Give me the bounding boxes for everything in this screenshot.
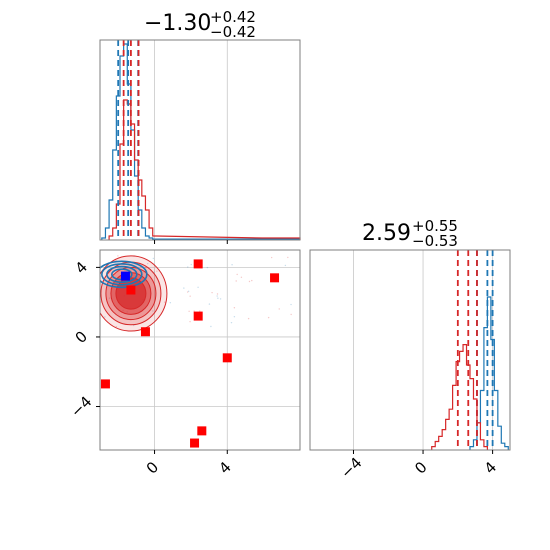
joint-sample-dot (219, 298, 222, 300)
joint-ytick-label-1: 0 (72, 328, 91, 347)
joint-sample-dot (189, 295, 191, 297)
joint-ytick-label-0: 4 (72, 258, 91, 277)
joint-sample-dot (216, 293, 219, 295)
joint-sample-dot (152, 310, 154, 312)
joint-sample-dot (251, 279, 253, 282)
joint-sample-dot (164, 301, 166, 303)
top-marginal-title: −1.30 (144, 11, 211, 36)
blue-density-contour-0 (100, 260, 148, 289)
right-xtick-label-1: 0 (411, 458, 430, 477)
joint-sample-dot (248, 280, 251, 283)
red-square-marker-2 (193, 311, 203, 321)
joint-plot-area (100, 250, 300, 450)
joint-sample-dot (270, 256, 273, 259)
joint-xtick-label-0: 0 (143, 458, 162, 477)
joint-sample-dot (211, 291, 213, 294)
top-title-value: −1.30 (144, 11, 211, 36)
red-square-marker-6 (197, 426, 207, 436)
right-histogram-series-1 (431, 344, 488, 450)
joint-sample-dot (217, 297, 219, 299)
joint-sample-dot (193, 310, 195, 312)
joint-sample-dot (231, 264, 233, 266)
joint-sample-dot (126, 311, 128, 313)
joint-sample-dot (267, 316, 270, 319)
joint-sample-dot (235, 280, 237, 282)
joint-sample-dot (233, 307, 236, 309)
red-square-marker-5 (100, 379, 110, 389)
joint-ytick-label-2: −4 (67, 393, 95, 421)
joint-sample-dot (208, 303, 211, 305)
right-panel-frame (309, 249, 511, 451)
joint-sample-dot (240, 276, 243, 278)
joint-sample-dot (152, 257, 155, 260)
right-xtick-label-2: 4 (481, 458, 500, 477)
top-title-minus: −0.42 (210, 23, 256, 41)
joint-sample-dot (145, 266, 147, 269)
joint-sample-dot (183, 287, 185, 289)
joint-sample-dot (189, 320, 191, 323)
red-square-marker-3 (140, 327, 150, 337)
joint-sample-dot (290, 303, 292, 306)
red-square-marker-8 (126, 285, 136, 295)
joint-sample-dot (122, 309, 124, 312)
joint-sample-dot (186, 291, 189, 293)
joint-sample-dot (247, 317, 250, 320)
joint-sample-dot (156, 270, 158, 272)
joint-panel-frame (99, 249, 301, 451)
marginal-histogram-y: −4 0 4 (309, 249, 511, 482)
top-histogram-series-0 (101, 43, 154, 240)
right-title-plus: +0.55 (412, 217, 458, 235)
right-marginal-title: 2.59 (362, 221, 411, 246)
red-square-marker-1 (270, 273, 280, 283)
blue-density-contour-1 (101, 263, 143, 286)
joint-sample-dot (233, 316, 236, 318)
top-title-plus: +0.42 (210, 8, 256, 26)
joint-sample-dot (287, 256, 289, 259)
right-title-value: 2.59 (362, 221, 411, 246)
joint-sample-dot (236, 273, 238, 276)
joint-scatter-panel: 0 4 4 0 −4 (67, 249, 301, 478)
red-square-marker-0 (193, 259, 203, 269)
top-panel-frame (99, 39, 301, 241)
joint-sample-dot (187, 266, 189, 268)
joint-sample-dot (197, 286, 199, 288)
joint-sample-dot (115, 326, 118, 328)
joint-sample-dot (284, 264, 287, 267)
joint-sample-dot (278, 308, 280, 310)
joint-sample-dot (230, 321, 233, 324)
blue-square-marker-0 (120, 271, 130, 281)
joint-sample-dot (199, 310, 201, 312)
joint-sample-dot (147, 262, 149, 265)
joint-sample-dot (206, 266, 209, 269)
joint-sample-dot (290, 313, 292, 316)
blue-density-contour-2 (106, 265, 138, 283)
red-square-marker-7 (190, 438, 200, 448)
joint-sample-dot (188, 310, 190, 312)
joint-sample-dot (190, 263, 192, 266)
joint-sample-dot (117, 255, 119, 257)
joint-sample-dot (108, 297, 111, 299)
joint-sample-dot (104, 316, 106, 318)
marginal-histogram-x (99, 39, 301, 244)
joint-sample-dot (169, 301, 172, 304)
joint-sample-dot (210, 325, 212, 328)
right-histogram-series-0 (469, 296, 509, 450)
joint-xtick-label-1: 4 (215, 458, 234, 477)
top-histogram-series-1 (108, 99, 301, 240)
joint-sample-dot (187, 290, 190, 292)
right-xtick-label-0: −4 (337, 454, 365, 482)
joint-sample-dot (216, 295, 218, 297)
red-square-marker-4 (222, 353, 232, 363)
right-title-minus: −0.53 (412, 232, 458, 250)
